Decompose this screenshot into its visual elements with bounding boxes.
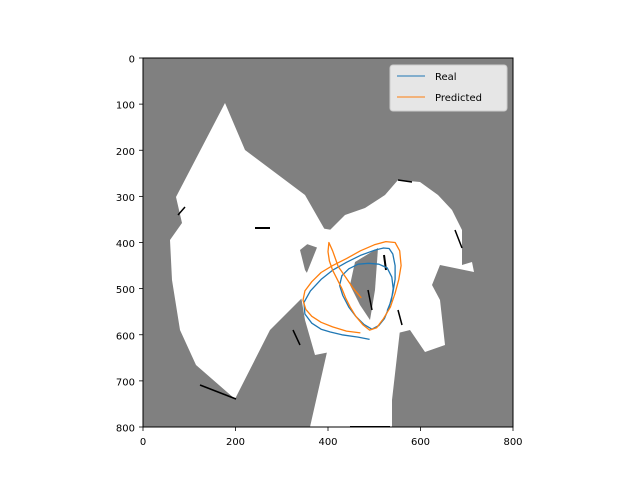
- y-tick-label: 100: [116, 101, 135, 112]
- free-space-bottom-wedge: [310, 330, 400, 427]
- legend-label-predicted: Predicted: [435, 93, 482, 104]
- x-tick-label: 200: [226, 437, 245, 448]
- legend: Real Predicted: [389, 64, 508, 112]
- x-tick-label: 600: [411, 437, 430, 448]
- series-layer: [302, 240, 402, 341]
- obstacle-edge: [397, 179, 413, 183]
- obstacle-edge: [397, 309, 403, 326]
- legend-label-real: Real: [435, 72, 457, 83]
- y-tick-label: 500: [116, 285, 135, 296]
- y-tick-label: 800: [116, 424, 135, 435]
- x-tick-label: 400: [318, 437, 337, 448]
- y-tick-label: 200: [116, 147, 135, 158]
- y-axis-ticks: 0 100 200 300 400 500 600 700 800: [116, 55, 143, 435]
- x-axis-ticks: 0 200 400 600 800: [140, 427, 523, 448]
- free-space-left-sector: [170, 103, 325, 399]
- x-tick-label: 0: [140, 437, 146, 448]
- y-tick-label: 400: [116, 239, 135, 250]
- y-tick-label: 0: [129, 55, 135, 66]
- series-line-predicted: [302, 240, 402, 334]
- y-tick-label: 700: [116, 377, 135, 388]
- y-tick-label: 300: [116, 193, 135, 204]
- series-line-real: [303, 247, 396, 341]
- obstacle-edge: [367, 289, 373, 311]
- y-tick-label: 600: [116, 331, 135, 342]
- obstacle-edge: [177, 206, 186, 216]
- obstacle-edge: [199, 384, 237, 400]
- x-tick-label: 800: [503, 437, 522, 448]
- obstacle-edge: [454, 229, 463, 249]
- obstacle-edge: [292, 329, 301, 346]
